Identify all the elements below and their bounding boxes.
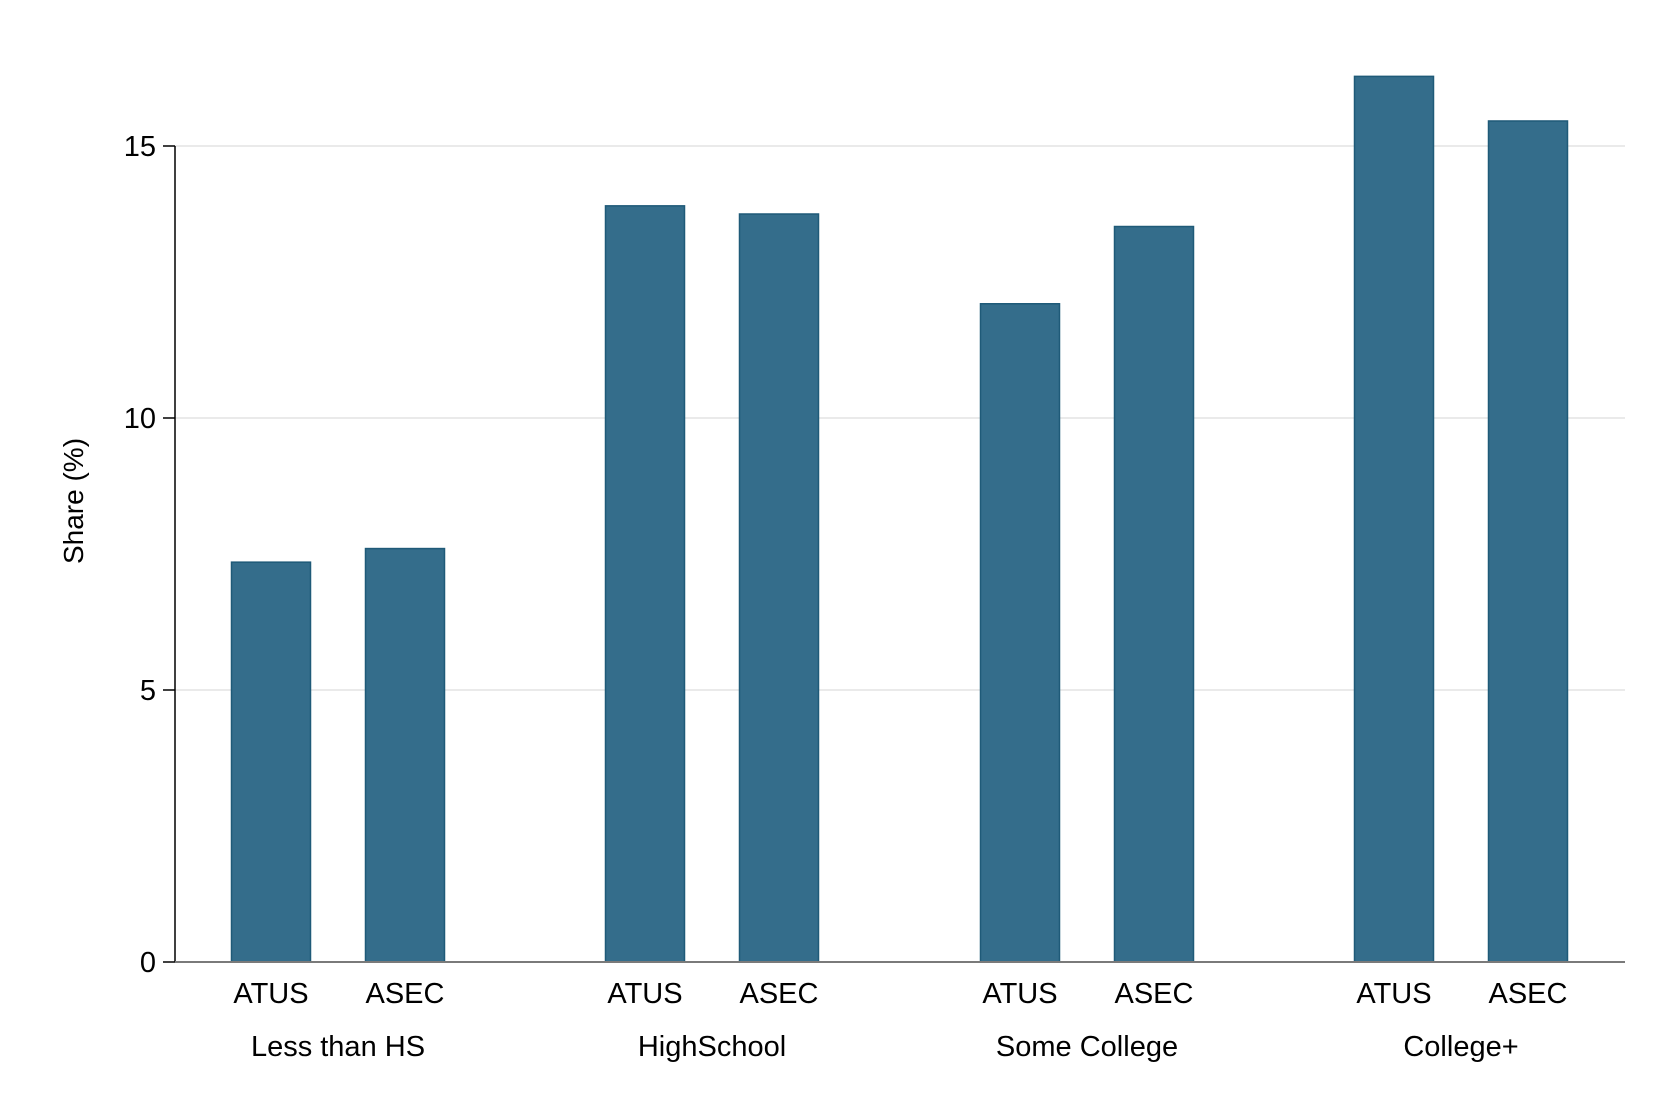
bar-label-atus: ATUS <box>982 978 1057 1010</box>
y-tick-label-10: 10 <box>124 403 156 435</box>
group-label-some-college: Some College <box>996 1031 1178 1063</box>
bar-college--atus <box>1353 75 1435 963</box>
bar-highschool-asec <box>738 213 820 963</box>
bar-some-college-atus <box>979 303 1061 963</box>
bar-less-than-hs-atus <box>230 561 312 963</box>
group-label-highschool: HighSchool <box>638 1031 786 1063</box>
y-tick-label-15: 15 <box>124 131 156 163</box>
bar-some-college-asec <box>1113 225 1195 963</box>
bar-label-asec: ASEC <box>366 978 445 1010</box>
y-axis-title: Share (%) <box>58 438 89 564</box>
group-label-less-than-hs: Less than HS <box>251 1031 425 1063</box>
bar-label-atus: ATUS <box>233 978 308 1010</box>
bar-highschool-atus <box>604 205 686 963</box>
bar-label-asec: ASEC <box>1115 978 1194 1010</box>
axes <box>163 145 1625 963</box>
bar-label-asec: ASEC <box>740 978 819 1010</box>
bar-label-atus: ATUS <box>1356 978 1431 1010</box>
bar-less-than-hs-asec <box>364 547 446 963</box>
bar-label-asec: ASEC <box>1489 978 1568 1010</box>
group-label-college-: College+ <box>1403 1031 1518 1063</box>
y-tick-label-0: 0 <box>140 947 156 979</box>
bar-label-atus: ATUS <box>607 978 682 1010</box>
bar-college--asec <box>1487 120 1569 963</box>
bars <box>230 75 1569 963</box>
labels: 0 5 10 15 ATUS ASEC Less than HS ATUS ASEC HighSc… <box>124 131 1568 1063</box>
y-tick-label-5: 5 <box>140 675 156 707</box>
